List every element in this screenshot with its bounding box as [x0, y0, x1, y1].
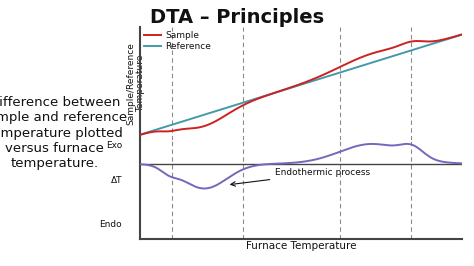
Line: Reference: Reference [140, 35, 462, 135]
Line: Sample: Sample [140, 34, 462, 135]
Sample [279, 89, 284, 92]
Reference [137, 133, 143, 136]
Reference [394, 53, 400, 56]
Reference [267, 93, 273, 96]
Text: Exo: Exo [106, 141, 122, 150]
Reference [279, 89, 284, 92]
Sample [388, 47, 394, 50]
Text: Endothermic process: Endothermic process [231, 168, 370, 186]
Sample [267, 93, 273, 96]
Sample [394, 45, 400, 48]
Reference [358, 64, 364, 68]
Text: Endo: Endo [100, 220, 122, 229]
Y-axis label: Sample/Reference
Temperature: Sample/Reference Temperature [126, 42, 146, 125]
X-axis label: Furnace Temperature: Furnace Temperature [246, 241, 356, 251]
Text: ΔT: ΔT [110, 176, 122, 185]
Sample [137, 133, 143, 136]
Text: DTA – Principles: DTA – Principles [150, 8, 324, 27]
Reference [170, 123, 175, 126]
Sample [170, 129, 175, 132]
Reference [459, 33, 465, 36]
Sample [358, 56, 364, 59]
Reference [388, 55, 394, 58]
Text: Difference between
sample and reference
temperature plotted
versus furnace
tempe: Difference between sample and reference … [0, 97, 128, 169]
Legend: Sample, Reference: Sample, Reference [145, 31, 211, 51]
Sample [459, 33, 465, 36]
